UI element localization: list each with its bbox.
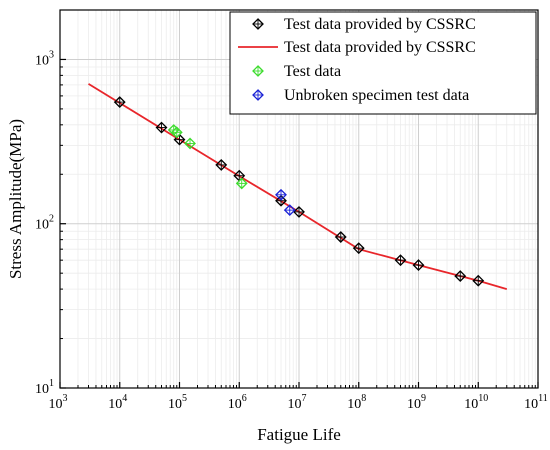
y-tick-label: 101 [35, 378, 54, 397]
y-tick-labels: 101 102 103 [35, 49, 54, 397]
x-tick-label: 104 [108, 393, 127, 412]
legend-label-unbroken: Unbroken specimen test data [284, 87, 469, 104]
data-point [352, 242, 365, 255]
y-tick-label: 103 [35, 49, 54, 68]
data-point [170, 126, 183, 139]
series-layer [88, 83, 508, 290]
x-tick-label: 107 [288, 393, 307, 412]
data-point [283, 204, 296, 217]
legend-label-cssrc-line: Test data provided by CSSRC [284, 39, 476, 56]
series-markers-0 [113, 96, 485, 287]
data-point [334, 231, 347, 243]
data-point [215, 159, 228, 171]
legend: Test data provided by CSSRC Test data pr… [229, 11, 537, 115]
series-markers-3 [275, 188, 296, 217]
legend-swatch-marker [252, 89, 264, 101]
x-tick-label: 108 [347, 393, 366, 412]
x-tick-label: 1010 [464, 393, 488, 412]
legend-swatch-marker [252, 18, 264, 30]
y-tick-label: 102 [35, 214, 54, 233]
data-point [275, 188, 287, 201]
legend-label-cssrc-markers: Test data provided by CSSRC [284, 16, 476, 33]
x-tick-label: 103 [49, 393, 68, 412]
data-point [235, 177, 248, 190]
legend-box [229, 11, 537, 115]
plot-frame [59, 9, 539, 389]
data-point [184, 137, 196, 150]
x-tick-label: 1011 [524, 393, 548, 412]
data-point [293, 205, 305, 218]
x-tick-label: 109 [407, 393, 426, 412]
y-axis-title: Stress Amplitude(MPa) [6, 119, 25, 279]
legend-swatch-marker [252, 65, 264, 77]
data-point [113, 96, 126, 109]
legend-swatches [238, 18, 278, 101]
data-point [394, 254, 407, 267]
x-tick-label: 105 [168, 393, 187, 412]
data-point [412, 259, 425, 272]
data-point [454, 270, 467, 283]
data-point [472, 274, 485, 287]
data-point [155, 121, 168, 134]
data-point [173, 133, 186, 146]
axis-ticks [59, 58, 539, 389]
x-tick-label: 106 [228, 393, 247, 412]
legend-label-test-data: Test data [284, 63, 341, 80]
series-line-cssrc-fit [88, 83, 508, 290]
x-axis-title: Fatigue Life [257, 425, 341, 444]
series-markers-2 [167, 124, 248, 190]
x-tick-labels: 103 104 105 106 107 108 109 1010 1011 [49, 393, 548, 412]
